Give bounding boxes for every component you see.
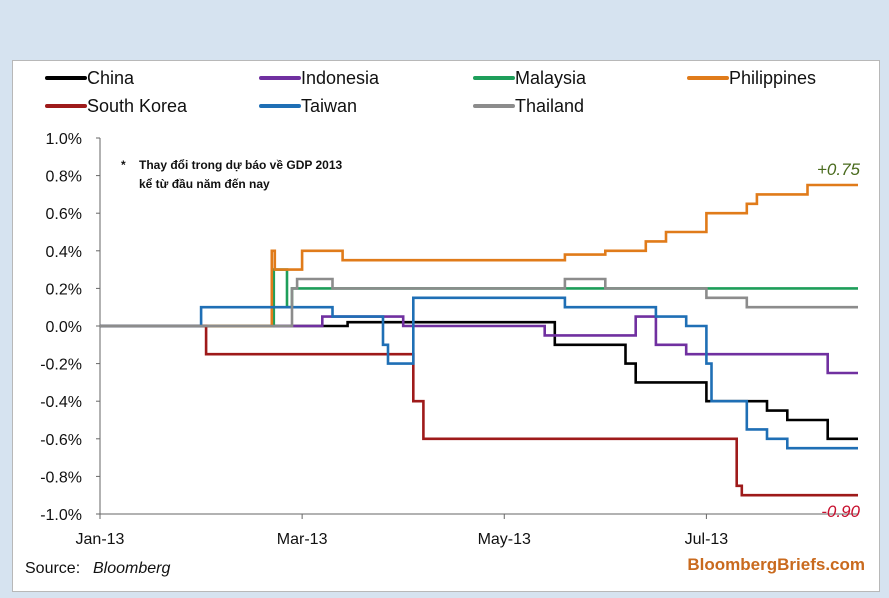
legend: China Indonesia Malaysia Philippines South K… <box>45 68 816 116</box>
series-line-china <box>100 320 858 441</box>
y-tick-label: 1.0% <box>46 131 82 148</box>
source-label: Source: <box>25 560 80 577</box>
legend-label-philippines: Philippines <box>729 68 816 88</box>
y-tick-label: 0.2% <box>46 281 82 298</box>
y-tick-label: -1.0% <box>40 507 82 524</box>
plot-area <box>99 138 858 515</box>
source-name: Bloomberg <box>93 560 170 577</box>
x-tick-label: Jul-13 <box>685 531 729 548</box>
brand-label: BloombergBriefs.com <box>687 555 865 574</box>
x-axis: Jan-13 Mar-13 May-13 Jul-13 <box>76 514 729 548</box>
y-tick-label: -0.4% <box>40 394 82 411</box>
note-line-1: Thay đổi trong dự báo về GDP 2013 <box>139 158 343 172</box>
y-tick-label: -0.6% <box>40 432 82 449</box>
note-line-2: kể từ đầu năm đến nay <box>139 177 270 191</box>
y-tick-label: -0.2% <box>40 357 82 374</box>
annotation-south-korea: -0.90 <box>821 502 860 521</box>
legend-label-malaysia: Malaysia <box>515 68 587 88</box>
y-tick-label: -0.8% <box>40 469 82 486</box>
series-line-south-korea <box>100 324 858 497</box>
x-tick-label: Jan-13 <box>76 531 125 548</box>
y-tick-label: 0.0% <box>46 319 82 336</box>
y-axis: 1.0% 0.8% 0.6% 0.4% 0.2% 0.0% -0.2% -0.4% -0.6% -… <box>40 131 100 524</box>
annotation-philippines: +0.75 <box>817 160 861 179</box>
y-tick-label: 0.8% <box>46 169 82 186</box>
chart-frame: China Indonesia Malaysia Philippines South K… <box>12 60 880 592</box>
series-line-taiwan <box>100 296 858 450</box>
x-tick-label: May-13 <box>478 531 531 548</box>
annotations: +0.75 -0.90 <box>817 160 861 521</box>
legend-label-china: China <box>87 68 135 88</box>
legend-label-indonesia: Indonesia <box>301 68 380 88</box>
note: * Thay đổi trong dự báo về GDP 2013 kể t… <box>121 158 343 191</box>
series-line-thailand <box>100 277 858 328</box>
y-tick-label: 0.4% <box>46 244 82 261</box>
note-marker: * <box>121 158 126 172</box>
legend-label-thailand: Thailand <box>515 96 584 116</box>
y-tick-label: 0.6% <box>46 206 82 223</box>
chart-svg: China Indonesia Malaysia Philippines South K… <box>25 68 865 577</box>
series-line-philippines <box>100 183 858 328</box>
legend-label-taiwan: Taiwan <box>301 96 357 116</box>
legend-label-south-korea: South Korea <box>87 96 188 116</box>
x-tick-label: Mar-13 <box>277 531 328 548</box>
